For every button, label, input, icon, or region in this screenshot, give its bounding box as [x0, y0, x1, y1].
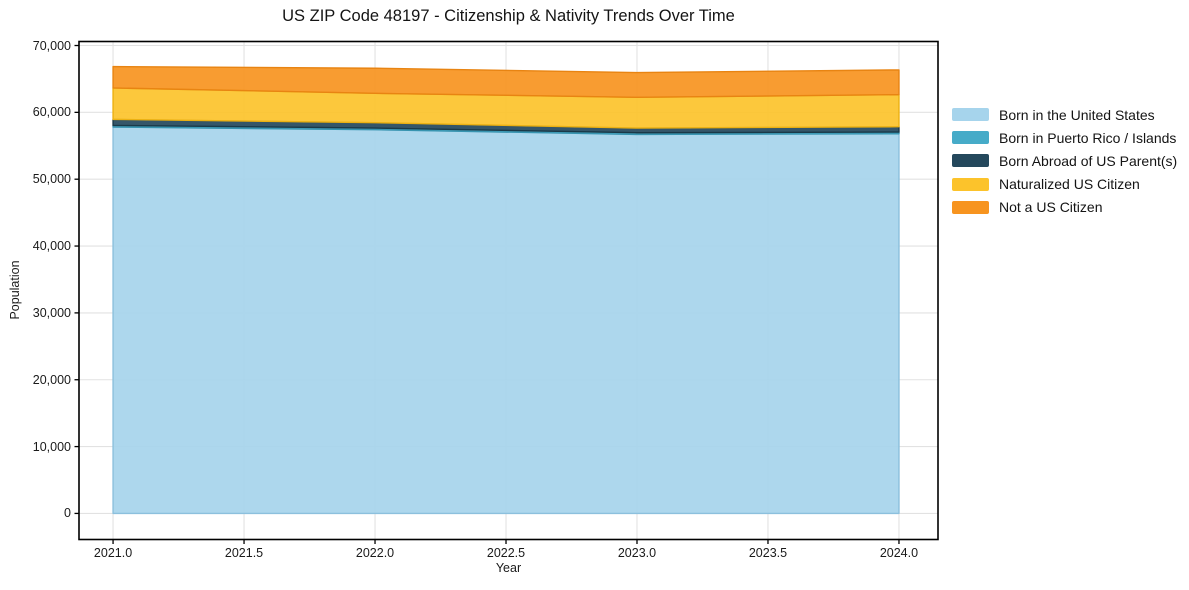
- legend-swatch: [952, 131, 989, 145]
- x-tick-label: 2021.0: [93, 546, 133, 560]
- x-tick-label: 2021.5: [224, 546, 264, 560]
- y-tick-label: 0: [64, 506, 71, 521]
- legend: Born in the United States Born in Puerto …: [952, 103, 1177, 219]
- legend-label: Born Abroad of US Parent(s): [999, 152, 1178, 169]
- legend-swatch: [952, 154, 989, 168]
- x-tick-label: 2022.0: [355, 546, 395, 560]
- x-tick-label: 2023.0: [617, 546, 657, 560]
- area-series: [112, 126, 900, 515]
- legend-item: Not a US Citizen: [952, 196, 1177, 219]
- plot-border: [78, 40, 939, 541]
- legend-item: Born in Puerto Rico / Islands: [952, 126, 1177, 149]
- y-tick-label: 20,000: [32, 372, 71, 387]
- legend-label: Not a US Citizen: [999, 199, 1103, 216]
- area-series: [112, 65, 900, 99]
- legend-label: Born in the United States: [999, 106, 1155, 123]
- legend-swatch: [952, 108, 989, 122]
- y-tick-label: 60,000: [32, 105, 71, 120]
- legend-swatch: [952, 177, 989, 191]
- y-tick-label: 30,000: [32, 305, 71, 320]
- x-tick-label: 2022.5: [486, 546, 526, 560]
- chart-title: US ZIP Code 48197 - Citizenship & Nativi…: [282, 7, 735, 25]
- legend-label: Born in Puerto Rico / Islands: [999, 129, 1177, 146]
- legend-label: Naturalized US Citizen: [999, 176, 1140, 193]
- y-axis-label: Population: [8, 260, 22, 320]
- x-tick-label: 2023.5: [748, 546, 788, 560]
- legend-item: Born Abroad of US Parent(s): [952, 149, 1177, 172]
- x-axis-label: Year: [495, 561, 522, 575]
- x-tick-label: 2024.0: [879, 546, 919, 560]
- y-tick-label: 70,000: [32, 38, 71, 53]
- legend-item: Born in the United States: [952, 103, 1177, 126]
- legend-swatch: [952, 200, 989, 214]
- y-tick-label: 50,000: [32, 172, 71, 187]
- legend-item: Naturalized US Citizen: [952, 173, 1177, 196]
- y-tick-label: 10,000: [32, 439, 71, 454]
- y-tick-label: 40,000: [32, 239, 71, 254]
